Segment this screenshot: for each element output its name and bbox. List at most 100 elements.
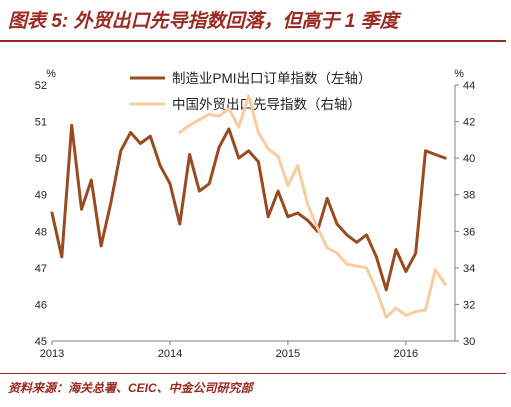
pmi-export-orders-series [50,123,447,292]
axes: 45 46 47 48 49 50 51 52 30 32 34 36 38 40 42 44 2013 2014… [35,80,476,360]
export-leading-index-point [257,131,260,134]
x-axis-tick-label: 2015 [276,348,300,360]
export-leading-index-point [385,316,388,319]
pmi-export-orders-point [296,211,299,215]
left-axis-tick-label: 51 [35,117,47,129]
pmi-export-orders-point [90,178,93,182]
pmi-export-orders-point [158,164,162,167]
export-leading-index-point [296,164,299,167]
right-axis-tick-label: 32 [463,299,475,311]
pmi-export-orders-point [237,156,240,160]
export-leading-index-point [365,266,368,270]
pmi-export-orders-point [326,197,329,200]
pmi-export-orders-point [286,215,290,218]
pmi-export-orders-point [385,288,388,291]
pmi-export-orders-point [129,131,132,134]
export-leading-index-point [394,306,398,310]
left-axis-tick-label: 50 [35,153,47,165]
title-rule [0,40,506,42]
pmi-export-orders-point [394,248,398,251]
left-axis-tick-label: 49 [35,190,47,202]
pmi-export-orders-point [149,135,152,138]
pmi-export-orders-point [365,233,368,237]
export-leading-index-point [208,113,211,116]
pmi-export-orders-point [80,208,83,211]
left-axis-tick-label: 52 [35,80,47,92]
left-axis-unit: % [46,68,56,80]
export-leading-index-line [178,94,447,319]
pmi-export-orders-point [119,149,123,152]
legend-label-pmi-export-orders: 制造业PMI出口订单指数（左轴） [172,71,372,86]
series-layer [50,94,447,319]
export-leading-index-point [178,131,181,134]
pmi-export-orders-point [414,252,417,255]
right-axis-tick-label: 34 [463,263,475,275]
export-leading-index-point [345,263,349,266]
pmi-export-orders-point [198,189,201,193]
pmi-export-orders-point [267,215,270,218]
left-axis-tick-label: 47 [35,263,47,275]
left-axis-tick-label: 48 [35,226,47,238]
export-leading-index-point [247,94,250,98]
export-leading-index-point [375,288,378,291]
export-leading-index-point [316,226,319,229]
export-leading-index-point [286,184,290,187]
pmi-export-orders-point [188,153,191,156]
right-axis-unit: % [454,68,464,80]
x-axis-tick-label: 2013 [40,348,64,360]
source-note: 资料来源：海关总署、CEIC、中金公司研究部 [8,381,253,395]
pmi-export-orders-point [227,127,231,131]
left-axis-tick-label: 46 [35,299,47,311]
pmi-export-orders-point [276,189,280,193]
pmi-export-orders-point [257,160,260,163]
export-leading-index-point [326,246,329,249]
export-leading-index-point [227,107,231,111]
legend: 制造业PMI出口订单指数（左轴） 中国外贸出口先导指数（右轴） [130,71,372,112]
export-leading-index-point [335,252,339,255]
pmi-export-orders-point [404,270,408,273]
pmi-export-orders-point [444,156,447,160]
pmi-export-orders-point [178,222,181,226]
pmi-export-orders-point [109,200,113,204]
export-leading-index-point [355,264,358,268]
pmi-export-orders-point [50,211,54,215]
footer-rule [0,373,506,374]
export-leading-index-point [198,118,201,121]
pmi-export-orders-point [139,142,142,145]
right-axis-tick-label: 38 [463,190,475,202]
export-leading-index-point [306,202,309,206]
pmi-export-orders-point [70,124,73,127]
export-leading-index-point [276,155,280,158]
export-leading-index-point [237,125,240,129]
export-leading-index-series [178,94,447,319]
export-leading-index-point [267,147,270,151]
pmi-export-orders-point [208,182,211,185]
x-axis-tick-label: 2016 [394,348,418,360]
right-axis-tick-label: 42 [463,117,475,129]
pmi-export-orders-point [335,222,339,226]
left-axis-tick-label: 45 [35,336,47,348]
pmi-export-orders-point [217,146,221,149]
right-axis-tick-label: 36 [463,226,475,238]
pmi-export-orders-point [60,255,63,259]
pmi-export-orders-point [424,149,427,152]
right-axis-tick-label: 30 [463,336,475,348]
legend-label-export-leading-index: 中国外贸出口先导指数（右轴） [172,97,361,112]
export-leading-index-point [404,314,408,317]
export-leading-index-point [424,308,427,312]
export-leading-index-point [414,310,417,313]
right-axis-tick-label: 40 [463,153,475,165]
pmi-export-orders-point [355,241,358,244]
pmi-export-orders-point [168,182,172,185]
x-axis-tick-label: 2014 [158,348,182,360]
right-axis-tick-label: 44 [463,80,475,92]
figure-title: 图表 5: 外贸出口先导指数回落，但高于 1 季度 [8,11,399,32]
pmi-export-orders-point [345,233,349,237]
export-leading-index-point [217,114,221,118]
pmi-export-orders-point [434,153,437,156]
pmi-export-orders-point [99,244,103,248]
export-leading-index-point [188,124,191,127]
pmi-export-orders-point [375,255,378,259]
export-leading-index-point [444,283,447,286]
